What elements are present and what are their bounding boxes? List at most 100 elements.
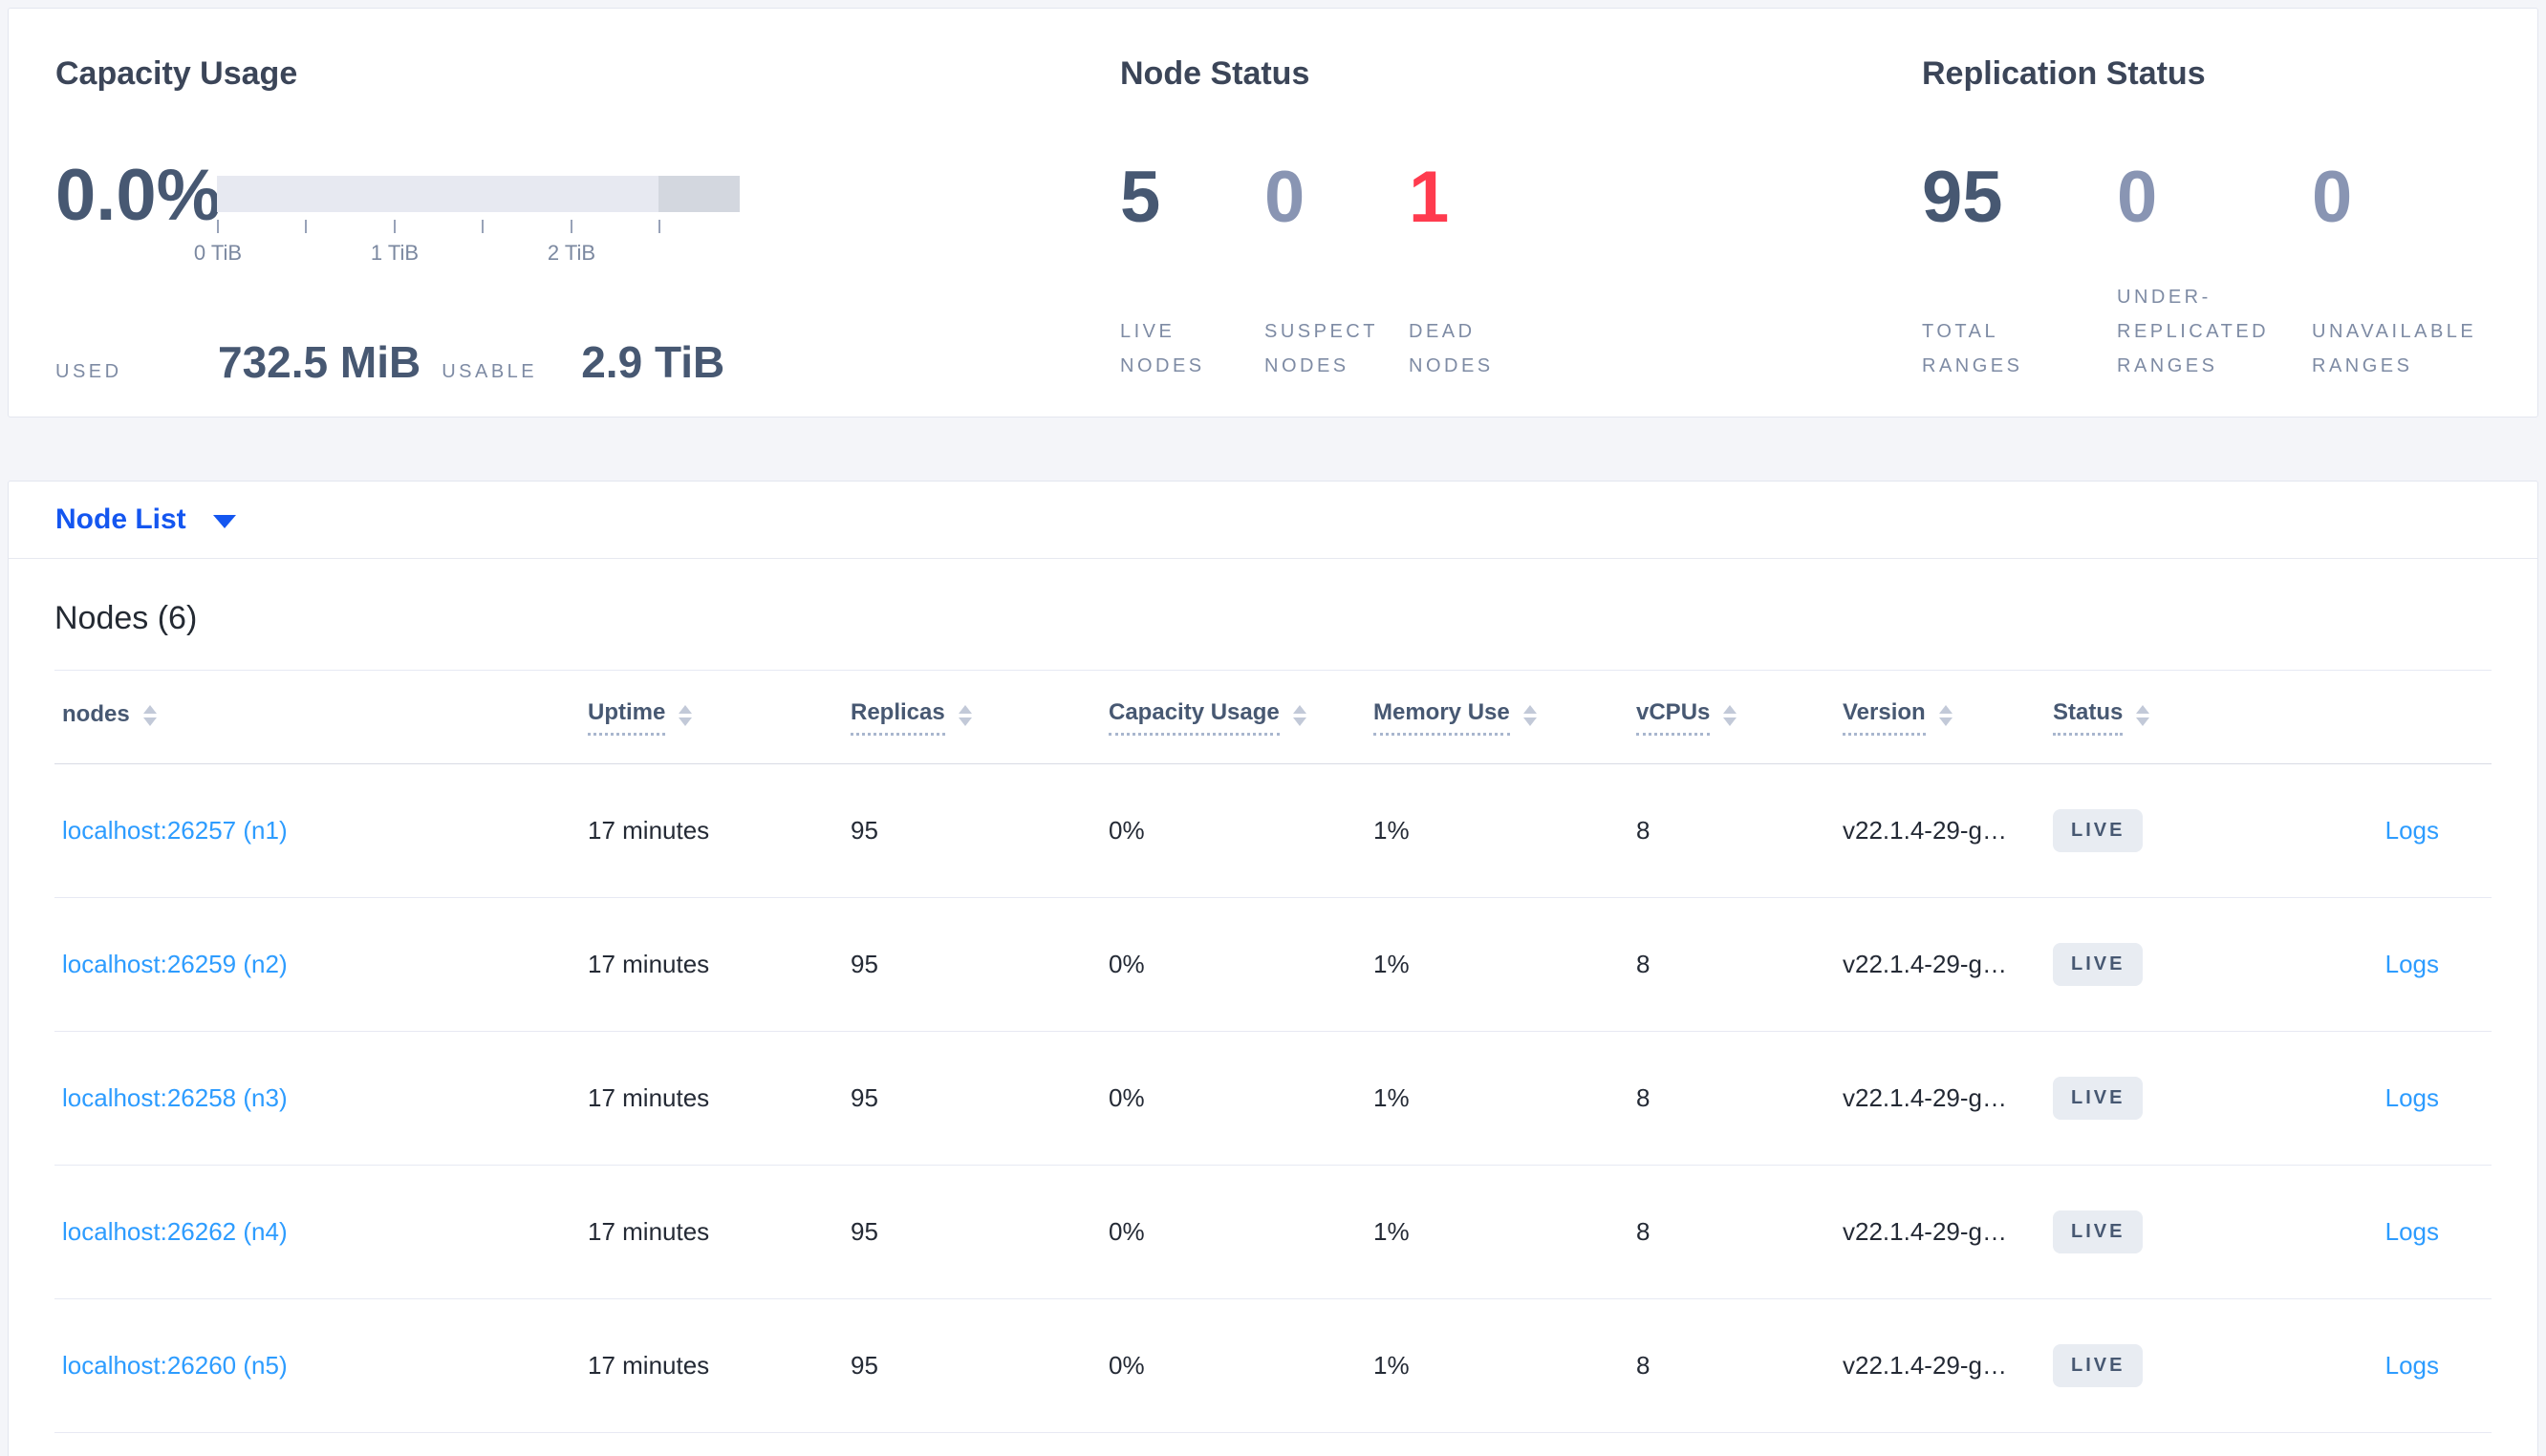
version-cell: v22.1.4-29-g…: [1843, 1351, 2007, 1380]
status-cell: LIVE: [2045, 809, 2248, 852]
replication-status-title: Replication Status: [1922, 55, 2206, 92]
column-header-replicas[interactable]: Replicas: [843, 698, 1101, 736]
node-cell: localhost:26260 (n5): [54, 1351, 580, 1381]
uptime-cell: 17 minutes: [588, 816, 710, 845]
logs-cell: Logs: [2248, 1217, 2492, 1247]
status-cell: LIVE: [2045, 943, 2248, 986]
capacity-usage-section: Capacity Usage 0.0% 0 TiB 1 TiB 2 TiB: [55, 53, 1059, 388]
column-header-nodes[interactable]: nodes: [54, 700, 580, 735]
used-label: USED: [55, 361, 122, 382]
node-link[interactable]: localhost:26262 (n4): [62, 1217, 288, 1246]
status-badge: LIVE: [2053, 1077, 2144, 1120]
unavailable-ranges-label: UNAVAILABLE RANGES: [2312, 321, 2477, 376]
column-header-label: Replicas: [851, 698, 945, 736]
table-row: localhost:26259 (n2) 17 minutes 95 0% 1% 8 v22…: [54, 898, 2492, 1032]
capacity-usage-figures: USED 732.5 MiB USABLE 2.9 TiB: [55, 336, 1059, 388]
column-header-capacity-usage[interactable]: Capacity Usage: [1101, 698, 1366, 736]
dead-nodes-count: 1: [1409, 157, 1450, 238]
capacity-usage-cell: 0%: [1109, 1217, 1145, 1246]
capacity-usage-cell: 0%: [1109, 1083, 1145, 1112]
status-cell: LIVE: [2045, 1077, 2248, 1120]
suspect-nodes-stat: 0 SUSPECT NODES: [1264, 161, 1409, 383]
vcpus-cell: 8: [1636, 816, 1651, 845]
uptime-cell: 17 minutes: [588, 1351, 710, 1380]
axis-tick: [217, 220, 219, 233]
logs-link[interactable]: Logs: [2384, 1083, 2439, 1112]
dead-nodes-stat: 1 DEAD NODES: [1409, 161, 1553, 383]
total-ranges-count: 95: [1922, 157, 2003, 238]
node-list-dropdown[interactable]: Node List: [55, 503, 236, 536]
view-switcher-bar: Node List: [9, 482, 2537, 559]
unavailable-ranges-count: 0: [2312, 157, 2353, 238]
capacity-usage-cell: 0%: [1109, 816, 1145, 845]
logs-cell: Logs: [2248, 1351, 2492, 1381]
uptime-cell: 17 minutes: [588, 1217, 710, 1246]
sort-icon[interactable]: [1292, 704, 1306, 726]
sort-icon[interactable]: [1723, 704, 1737, 726]
vcpus-cell: 8: [1636, 1217, 1651, 1246]
replicas-cell: 95: [851, 1217, 878, 1246]
sort-icon[interactable]: [679, 704, 693, 726]
chevron-down-icon: [212, 515, 236, 528]
version-cell: v22.1.4-29-g…: [1843, 1083, 2007, 1112]
logs-link[interactable]: Logs: [2384, 1217, 2439, 1246]
column-header-label: Capacity Usage: [1109, 698, 1280, 736]
column-header-status[interactable]: Status: [2045, 698, 2248, 736]
table-row: localhost:26257 (n1) 17 minutes 95 0% 1% 8 v22…: [54, 764, 2492, 898]
node-link[interactable]: localhost:26259 (n2): [62, 950, 288, 978]
unavailable-ranges-stat: 0 UNAVAILABLE RANGES: [2312, 161, 2507, 383]
sort-icon[interactable]: [2136, 704, 2150, 726]
replicas-cell: 95: [851, 1351, 878, 1380]
node-link[interactable]: localhost:26258 (n3): [62, 1083, 288, 1112]
logs-cell: Logs: [2248, 950, 2492, 979]
node-link[interactable]: localhost:26257 (n1): [62, 816, 288, 845]
nodes-table-body: localhost:26257 (n1) 17 minutes 95 0% 1% 8 v22…: [54, 764, 2492, 1433]
logs-link[interactable]: Logs: [2384, 1351, 2439, 1380]
capacity-bar: 0 TiB 1 TiB 2 TiB: [194, 176, 740, 265]
axis-tick-label: 2 TiB: [547, 241, 596, 265]
axis-tick: [305, 220, 307, 233]
vcpus-cell: 8: [1636, 1351, 1651, 1380]
version-cell: v22.1.4-29-g…: [1843, 1217, 2007, 1246]
sort-icon[interactable]: [1938, 704, 1953, 726]
status-badge: LIVE: [2053, 1210, 2144, 1253]
logs-cell: Logs: [2248, 816, 2492, 846]
vcpus-cell: 8: [1636, 950, 1651, 978]
status-badge: LIVE: [2053, 809, 2144, 852]
live-nodes-count: 5: [1120, 157, 1161, 238]
table-row: localhost:26258 (n3) 17 minutes 95 0% 1% 8 v22…: [54, 1032, 2492, 1166]
replicas-cell: 95: [851, 1083, 878, 1112]
sort-icon[interactable]: [142, 704, 157, 726]
capacity-bar-track: [217, 176, 740, 212]
column-header-label: Status: [2053, 698, 2124, 736]
status-cell: LIVE: [2045, 1210, 2248, 1253]
axis-tick-label: 0 TiB: [193, 241, 243, 265]
memory-use-cell: 1%: [1373, 1351, 1410, 1380]
node-cell: localhost:26262 (n4): [54, 1217, 580, 1247]
axis-tick: [394, 220, 396, 233]
column-header-memory-use[interactable]: Memory Use: [1366, 698, 1629, 736]
logs-link[interactable]: Logs: [2384, 816, 2439, 845]
sort-icon[interactable]: [958, 704, 972, 726]
capacity-bar-dark-segment: [658, 176, 740, 212]
column-header-vcpus[interactable]: vCPUs: [1629, 698, 1835, 736]
column-header-uptime[interactable]: Uptime: [580, 698, 843, 736]
node-link[interactable]: localhost:26260 (n5): [62, 1351, 288, 1380]
sort-icon[interactable]: [1522, 704, 1537, 726]
memory-use-cell: 1%: [1373, 816, 1410, 845]
nodes-table-title: Nodes (6): [54, 600, 198, 636]
node-status-section: Node Status 5 LIVE NODES 0 SUSPECT NODES…: [1120, 53, 1885, 383]
axis-tick: [658, 220, 660, 233]
status-badge: LIVE: [2053, 1344, 2144, 1387]
under-replicated-ranges-count: 0: [2117, 157, 2158, 238]
nodes-panel: Node List Nodes (6) nodes Uptime Replicas C…: [8, 481, 2538, 1456]
column-header-version[interactable]: Version: [1835, 698, 2045, 736]
under-replicated-ranges-label: UNDER- REPLICATED RANGES: [2117, 287, 2270, 376]
table-row: localhost:26262 (n4) 17 minutes 95 0% 1% 8 v22…: [54, 1166, 2492, 1299]
logs-link[interactable]: Logs: [2384, 950, 2439, 978]
table-row: localhost:26260 (n5) 17 minutes 95 0% 1% 8 v22…: [54, 1299, 2492, 1433]
vcpus-cell: 8: [1636, 1083, 1651, 1112]
under-replicated-ranges-stat: 0 UNDER- REPLICATED RANGES: [2117, 161, 2312, 383]
uptime-cell: 17 minutes: [588, 950, 710, 978]
